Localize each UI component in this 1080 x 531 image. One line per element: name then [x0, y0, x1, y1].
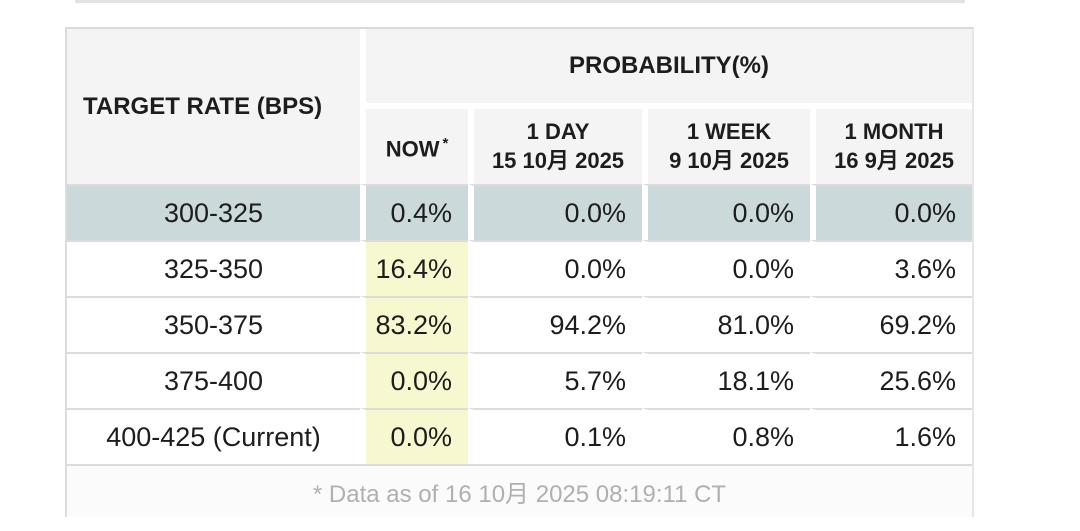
table-row-350-375: 350-375 83.2% 94.2% 81.0% 69.2%	[67, 296, 972, 352]
footer-row: * Data as of 16 10月 2025 08:19:11 CT	[67, 464, 972, 517]
cell-range: 300-325	[67, 184, 360, 240]
col-date: 15 10月 2025	[491, 148, 625, 174]
col-label: 1 MONTH	[844, 119, 944, 145]
cell-1week: 0.8%	[642, 408, 810, 464]
cell-range: 400-425 (Current)	[67, 408, 360, 464]
col-header-1month: 1 MONTH 16 9月 2025	[810, 102, 972, 184]
table-row-375-400: 375-400 0.0% 5.7% 18.1% 25.6%	[67, 352, 972, 408]
cell-1week: 0.0%	[642, 184, 810, 240]
col-label: 1 DAY	[526, 119, 590, 145]
cell-1day: 0.0%	[468, 240, 642, 296]
cell-now: 0.0%	[360, 352, 468, 408]
cell-1month: 25.6%	[810, 352, 972, 408]
cell-1day: 0.1%	[468, 408, 642, 464]
col-header-1week: 1 WEEK 9 10月 2025	[642, 102, 810, 184]
cell-now: 83.2%	[360, 296, 468, 352]
table-row-325-350: 325-350 16.4% 0.0% 0.0% 3.6%	[67, 240, 972, 296]
cell-range: 375-400	[67, 352, 360, 408]
col-header-now: NOW *	[360, 102, 468, 184]
top-divider	[75, 0, 965, 3]
col-date: 16 9月 2025	[834, 148, 954, 174]
table-row-300-325: 300-325 0.4% 0.0% 0.0% 0.0%	[67, 184, 972, 240]
target-rate-header: TARGET RATE (BPS)	[67, 29, 360, 184]
cell-range: 350-375	[67, 296, 360, 352]
cell-1week: 18.1%	[642, 352, 810, 408]
now-label: NOW	[385, 136, 440, 162]
data-as-of-note: * Data as of 16 10月 2025 08:19:11 CT	[67, 464, 972, 517]
cell-1day: 5.7%	[468, 352, 642, 408]
probability-table: TARGET RATE (BPS) PROBABILITY(%) NOW * 1 …	[67, 29, 972, 517]
now-asterisk: *	[442, 135, 449, 153]
cell-1week: 0.0%	[642, 240, 810, 296]
cell-1month: 1.6%	[810, 408, 972, 464]
cell-now: 16.4%	[360, 240, 468, 296]
cell-1day: 0.0%	[468, 184, 642, 240]
header-row-top: TARGET RATE (BPS) PROBABILITY(%)	[67, 29, 972, 184]
cell-1day: 94.2%	[468, 296, 642, 352]
cell-1month: 3.6%	[810, 240, 972, 296]
header-row-sub: NOW * 1 DAY 15 10月 2025 1 WEEK 9 10月 2025…	[67, 102, 972, 184]
cell-1week: 81.0%	[642, 296, 810, 352]
col-header-1day: 1 DAY 15 10月 2025	[468, 102, 642, 184]
cell-1month: 0.0%	[810, 184, 972, 240]
probability-header: PROBABILITY(%)	[360, 29, 972, 103]
cell-range: 325-350	[67, 240, 360, 296]
cell-now: 0.4%	[360, 184, 468, 240]
col-date: 9 10月 2025	[669, 148, 789, 174]
col-label: 1 WEEK	[686, 119, 772, 145]
table-row-400-425-current: 400-425 (Current) 0.0% 0.1% 0.8% 1.6%	[67, 408, 972, 464]
cell-now: 0.0%	[360, 408, 468, 464]
probability-table-container: TARGET RATE (BPS) PROBABILITY(%) NOW * 1 …	[65, 27, 974, 517]
cell-1month: 69.2%	[810, 296, 972, 352]
